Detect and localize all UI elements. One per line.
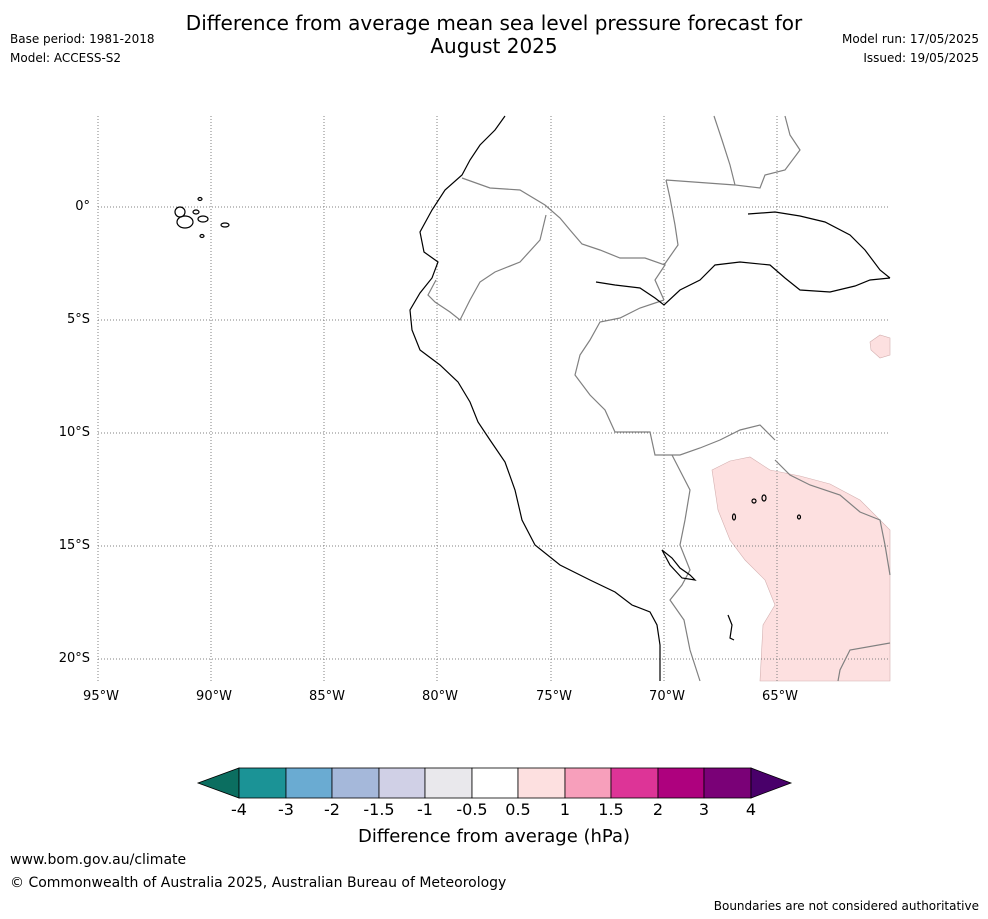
colorbar-segment-8 [564,767,612,799]
colorbar-tick-label: 4 [745,800,757,819]
colorbar-segment-7 [517,767,566,799]
colorbar-segment-4 [378,767,426,799]
colorbar-tick-label: -1 [417,800,433,819]
lon-label-65w: 65°W [762,689,798,704]
lat-label-20s: 20°S [58,651,90,666]
colorbar-segment-9 [610,767,659,799]
galapagos-island-5 [220,222,230,228]
galapagos-island-2 [174,206,186,218]
colorbar-tick-label: 1 [559,800,571,819]
border-bolivia-brazil [774,459,891,576]
lon-label-70w: 70°W [649,689,685,704]
lon-label-85w: 85°W [309,689,345,704]
chart-title: Difference from average mean sea level p… [0,12,988,58]
colorbar-right-arrow [750,767,793,799]
colorbar-tick-label: 1.5 [598,800,624,819]
galapagos-island-4 [192,209,200,215]
colorbar-segment-5 [424,767,473,799]
border-colombia-brazil [663,179,736,266]
negro-river [747,211,891,279]
lat-label-0: 0° [75,199,90,214]
inland-lake-2 [761,494,767,502]
colorbar-segment-11 [703,767,752,799]
border-colombia-ecuador [461,177,666,301]
galapagos-island-3 [197,215,209,223]
base-period-text: Base period: 1981-2018 [10,32,155,46]
border-colombia-venezuela [713,115,801,189]
coastlines [174,115,891,681]
website-url: www.bom.gov.au/climate [10,852,187,868]
disclaimer-text: Boundaries are not considered authoritat… [713,899,979,913]
colorbar-segment-2 [285,767,333,799]
border-peru-bolivia [669,454,701,682]
border-bolivia-paraguay [837,642,891,682]
border-ecuador-peru [427,214,547,321]
amazon-river [595,261,891,306]
lake-titicaca [661,549,697,581]
lat-label-5s: 5°S [66,312,90,327]
inland-lake-3 [731,513,737,521]
colorbar-tick-label: 0.5 [505,800,531,819]
lon-label-95w: 95°W [83,689,119,704]
colorbar-segment-1 [238,767,287,799]
country-borders [427,115,891,682]
issued-date-text: Issued: 19/05/2025 [863,51,979,65]
inland-lake-4 [796,514,802,520]
border-peru-brazil [574,299,776,456]
anomaly-shading [711,334,891,682]
colorbar-tick-label: -0.5 [456,800,488,819]
colorbar-tick-label: -1.5 [363,800,395,819]
title-line-1: Difference from average mean sea level p… [185,11,803,35]
galapagos-island-7 [197,196,203,202]
copyright-text: © Commonwealth of Australia 2025, Austra… [10,875,507,891]
colorbar-segment-10 [657,767,705,799]
gridlines [97,116,890,681]
colorbar-tick-label: -2 [324,800,340,819]
colorbar-tick-label: 2 [652,800,664,819]
lon-label-90w: 90°W [196,689,232,704]
anomaly-region-brazil [869,334,891,359]
anomaly-region-bolivia [711,456,891,682]
coastline-pacific [409,115,661,681]
lon-label-75w: 75°W [536,689,572,704]
colorbar-tick-label: -3 [278,800,294,819]
lat-label-15s: 15°S [58,538,90,553]
lat-label-10s: 10°S [58,425,90,440]
title-line-2: August 2025 [430,34,558,58]
colorbar-label: Difference from average (hPa) [357,826,631,847]
lake-poopo [727,614,735,641]
model-run-text: Model run: 17/05/2025 [841,32,979,46]
colorbar-left-arrow [196,767,240,799]
galapagos-island-6 [199,233,205,239]
colorbar-segment-3 [331,767,380,799]
colorbar-tick-label: 3 [698,800,710,819]
colorbar-segment-6 [471,767,519,799]
lon-label-80w: 80°W [422,689,458,704]
inland-lake-1 [751,498,757,504]
galapagos-island-1 [176,215,194,229]
model-name-text: Model: ACCESS-S2 [10,51,122,65]
colorbar-tick-label: -4 [231,800,247,819]
